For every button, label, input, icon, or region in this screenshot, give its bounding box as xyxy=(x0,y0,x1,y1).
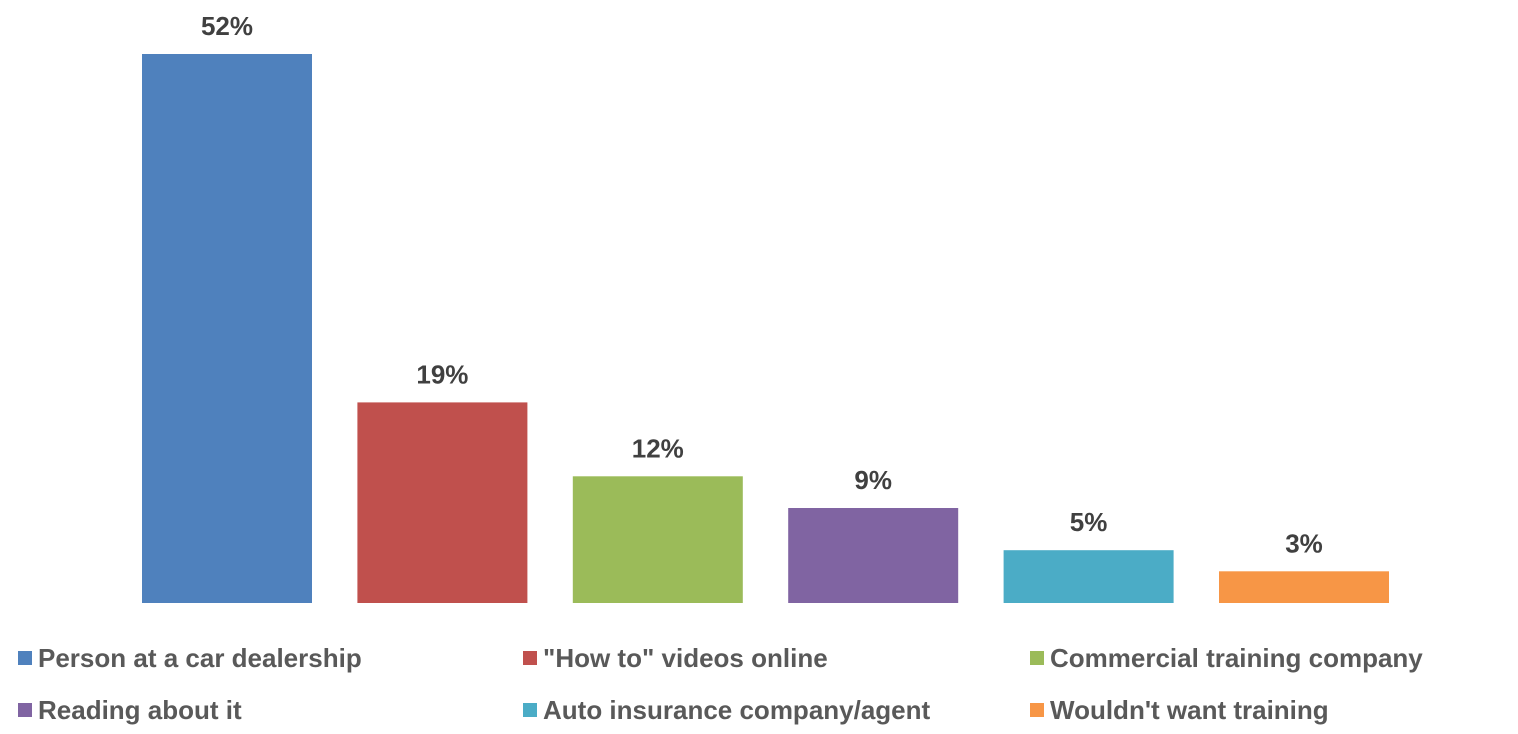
legend-swatch xyxy=(18,651,32,665)
legend-label: "How to" videos online xyxy=(543,642,828,673)
bar-2 xyxy=(357,402,528,603)
legend-label: Auto insurance company/agent xyxy=(543,694,931,725)
data-label-5: 5% xyxy=(1070,507,1108,537)
bars-group xyxy=(142,54,1389,603)
legend-label: Wouldn't want training xyxy=(1050,694,1329,725)
legend-item-2: "How to" videos online xyxy=(523,638,828,678)
data-labels-group: 52% 19% 12% 9% 5% 3% xyxy=(201,11,1323,558)
legend-label: Person at a car dealership xyxy=(38,642,362,673)
legend-label: Commercial training company xyxy=(1050,642,1423,673)
legend-swatch xyxy=(1030,651,1044,665)
bar-1 xyxy=(142,54,312,603)
chart-legend: Person at a car dealership "How to" video… xyxy=(0,638,1518,734)
bar-5 xyxy=(1003,550,1174,603)
legend-swatch xyxy=(523,703,537,717)
bar-6 xyxy=(1219,571,1389,603)
data-label-1: 52% xyxy=(201,11,253,41)
legend-item-4: Reading about it xyxy=(18,690,242,730)
data-label-3: 12% xyxy=(632,433,684,463)
data-label-6: 3% xyxy=(1285,528,1323,558)
bar-4 xyxy=(788,508,959,603)
data-label-4: 9% xyxy=(854,465,892,495)
bar-chart: 52% 19% 12% 9% 5% 3% xyxy=(142,11,1389,603)
bar-3 xyxy=(572,476,743,603)
legend-item-5: Auto insurance company/agent xyxy=(523,690,930,730)
data-label-2: 19% xyxy=(416,359,468,389)
legend-swatch xyxy=(1030,703,1044,717)
legend-item-1: Person at a car dealership xyxy=(18,638,362,678)
legend-item-6: Wouldn't want training xyxy=(1030,690,1329,730)
legend-swatch xyxy=(523,651,537,665)
legend-label: Reading about it xyxy=(38,694,242,725)
legend-swatch xyxy=(18,703,32,717)
legend-item-3: Commercial training company xyxy=(1030,638,1423,678)
